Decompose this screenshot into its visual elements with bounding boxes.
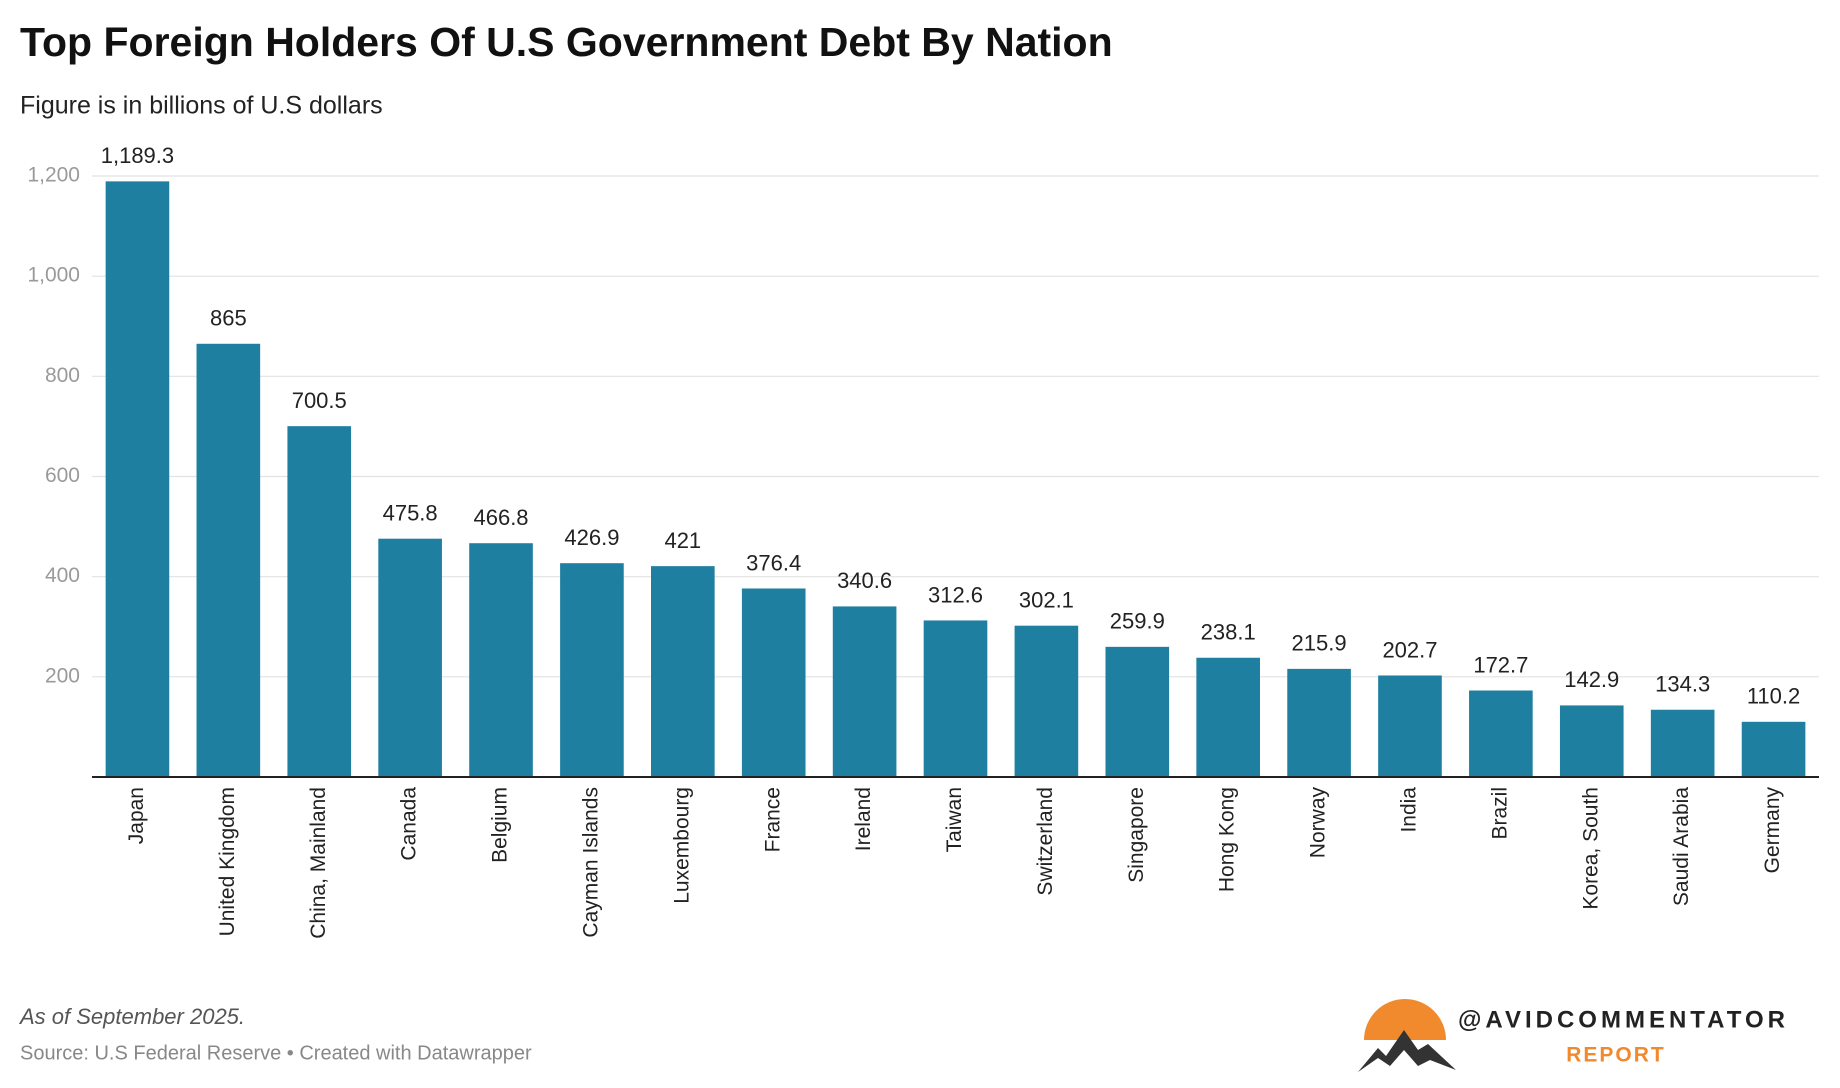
y-tick-label: 600	[45, 464, 80, 487]
bar	[1741, 721, 1806, 777]
y-tick-label: 200	[45, 664, 80, 687]
bar	[1105, 646, 1170, 777]
value-label: 421	[664, 528, 701, 553]
value-label: 134.3	[1655, 672, 1710, 697]
logo: @AVIDCOMMENTATOR REPORT	[1358, 999, 1789, 1072]
x-tick-label: Japan	[125, 787, 148, 844]
x-tick-label: Cayman Islands	[579, 787, 602, 938]
x-tick-label: Ireland	[852, 787, 875, 851]
x-tick-label: Germany	[1761, 787, 1784, 874]
bar	[105, 181, 170, 778]
bar	[378, 538, 442, 777]
bar	[560, 563, 624, 777]
x-tick-label: Taiwan	[943, 787, 966, 852]
chart-subtitle: Figure is in billions of U.S dollars	[20, 92, 383, 120]
bar	[1287, 668, 1351, 777]
x-tick-label: Singapore	[1125, 787, 1148, 883]
value-label: 700.5	[292, 388, 347, 413]
x-tick-label: Switzerland	[1034, 787, 1057, 896]
y-tick-label: 800	[45, 364, 80, 387]
value-label: 1,189.3	[101, 143, 174, 168]
value-label: 426.9	[564, 525, 619, 550]
bar	[1014, 625, 1079, 777]
x-tick-label: India	[1398, 787, 1421, 833]
bar	[1196, 657, 1260, 777]
x-tick-label: Hong Kong	[1216, 787, 1239, 892]
bar	[651, 566, 715, 777]
x-tick-label: China, Mainland	[307, 787, 330, 939]
value-label: 172.7	[1473, 652, 1528, 677]
value-label: 312.6	[928, 582, 983, 607]
value-label: 466.8	[473, 505, 528, 530]
logo-handle: @AVIDCOMMENTATOR	[1458, 1006, 1789, 1033]
x-tick-label: Luxembourg	[670, 787, 693, 904]
x-tick-label: Canada	[398, 787, 421, 861]
value-label: 259.9	[1110, 609, 1165, 634]
x-tick-label: United Kingdom	[216, 787, 239, 936]
footer-source: Source: U.S Federal Reserve • Created wi…	[20, 1042, 532, 1064]
value-label: 475.8	[383, 501, 438, 526]
chart-title: Top Foreign Holders Of U.S Government De…	[20, 19, 1113, 65]
bar	[469, 543, 533, 777]
y-tick-label: 400	[45, 564, 80, 587]
value-label: 376.4	[746, 550, 801, 575]
x-tick-label: Belgium	[489, 787, 512, 863]
x-tick-label: Korea, South	[1579, 787, 1602, 910]
logo-mountains	[1358, 1030, 1456, 1072]
bar	[196, 343, 261, 777]
bar	[741, 588, 806, 777]
bar	[1378, 675, 1442, 777]
bar	[287, 426, 352, 777]
bar	[1469, 690, 1533, 777]
value-label: 110.2	[1747, 684, 1800, 709]
value-label: 238.1	[1201, 620, 1256, 645]
bar	[832, 606, 897, 777]
value-label: 215.9	[1292, 631, 1347, 656]
y-tick-label: 1,000	[27, 264, 80, 287]
value-label: 302.1	[1019, 588, 1074, 613]
bar	[1650, 709, 1715, 777]
value-label: 202.7	[1382, 637, 1437, 662]
x-tick-label: Norway	[1307, 787, 1330, 859]
bar	[923, 620, 988, 777]
value-label: 865	[210, 306, 247, 331]
x-tick-label: Saudi Arabia	[1670, 787, 1693, 906]
value-label: 142.9	[1564, 667, 1619, 692]
value-label: 340.6	[837, 568, 892, 593]
logo-sun	[1364, 999, 1446, 1040]
bar	[1559, 705, 1624, 777]
footer-note: As of September 2025.	[18, 1004, 245, 1029]
y-tick-label: 1,200	[27, 164, 80, 187]
x-tick-label: France	[761, 787, 784, 852]
logo-tag: REPORT	[1566, 1044, 1666, 1067]
x-tick-label: Brazil	[1488, 787, 1511, 840]
